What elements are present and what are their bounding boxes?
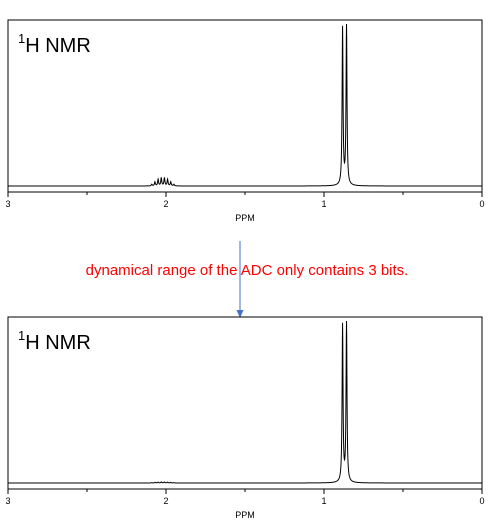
x-tick-label-bottom: 1 [321, 496, 326, 506]
spectrum-line-bottom [8, 320, 482, 484]
spectrum-line-top [8, 23, 482, 187]
x-tick-label-bottom: 2 [163, 496, 168, 506]
x-axis-label-top: PPM [235, 213, 255, 223]
annotation-text: dynamical range of the ADC only contains… [86, 262, 409, 279]
x-tick-label-top: 3 [5, 199, 10, 209]
x-tick-label-bottom: 0 [479, 496, 484, 506]
annotation-arrow-head [236, 310, 244, 318]
x-ticks-top: 3 2 1 0 [5, 192, 485, 209]
x-ticks-bottom: 3 2 1 0 [5, 489, 485, 506]
x-tick-label-top: 1 [321, 199, 326, 209]
x-tick-label-top: 0 [479, 199, 484, 209]
plot-frame-top [7, 19, 483, 193]
plot-frame-bottom [7, 316, 483, 490]
x-tick-label-top: 2 [163, 199, 168, 209]
x-tick-label-bottom: 3 [5, 496, 10, 506]
annotation: dynamical range of the ADC only contains… [86, 241, 409, 318]
title-superscript-bottom: 1 [18, 328, 25, 343]
x-axis-label-bottom: PPM [235, 510, 255, 520]
chart-title-bottom: 1H NMR [18, 328, 91, 354]
title-superscript-top: 1 [18, 31, 25, 46]
chart-title-top: 1H NMR [18, 31, 91, 57]
title-text-bottom: H NMR [25, 332, 91, 354]
title-text-top: H NMR [25, 35, 91, 57]
